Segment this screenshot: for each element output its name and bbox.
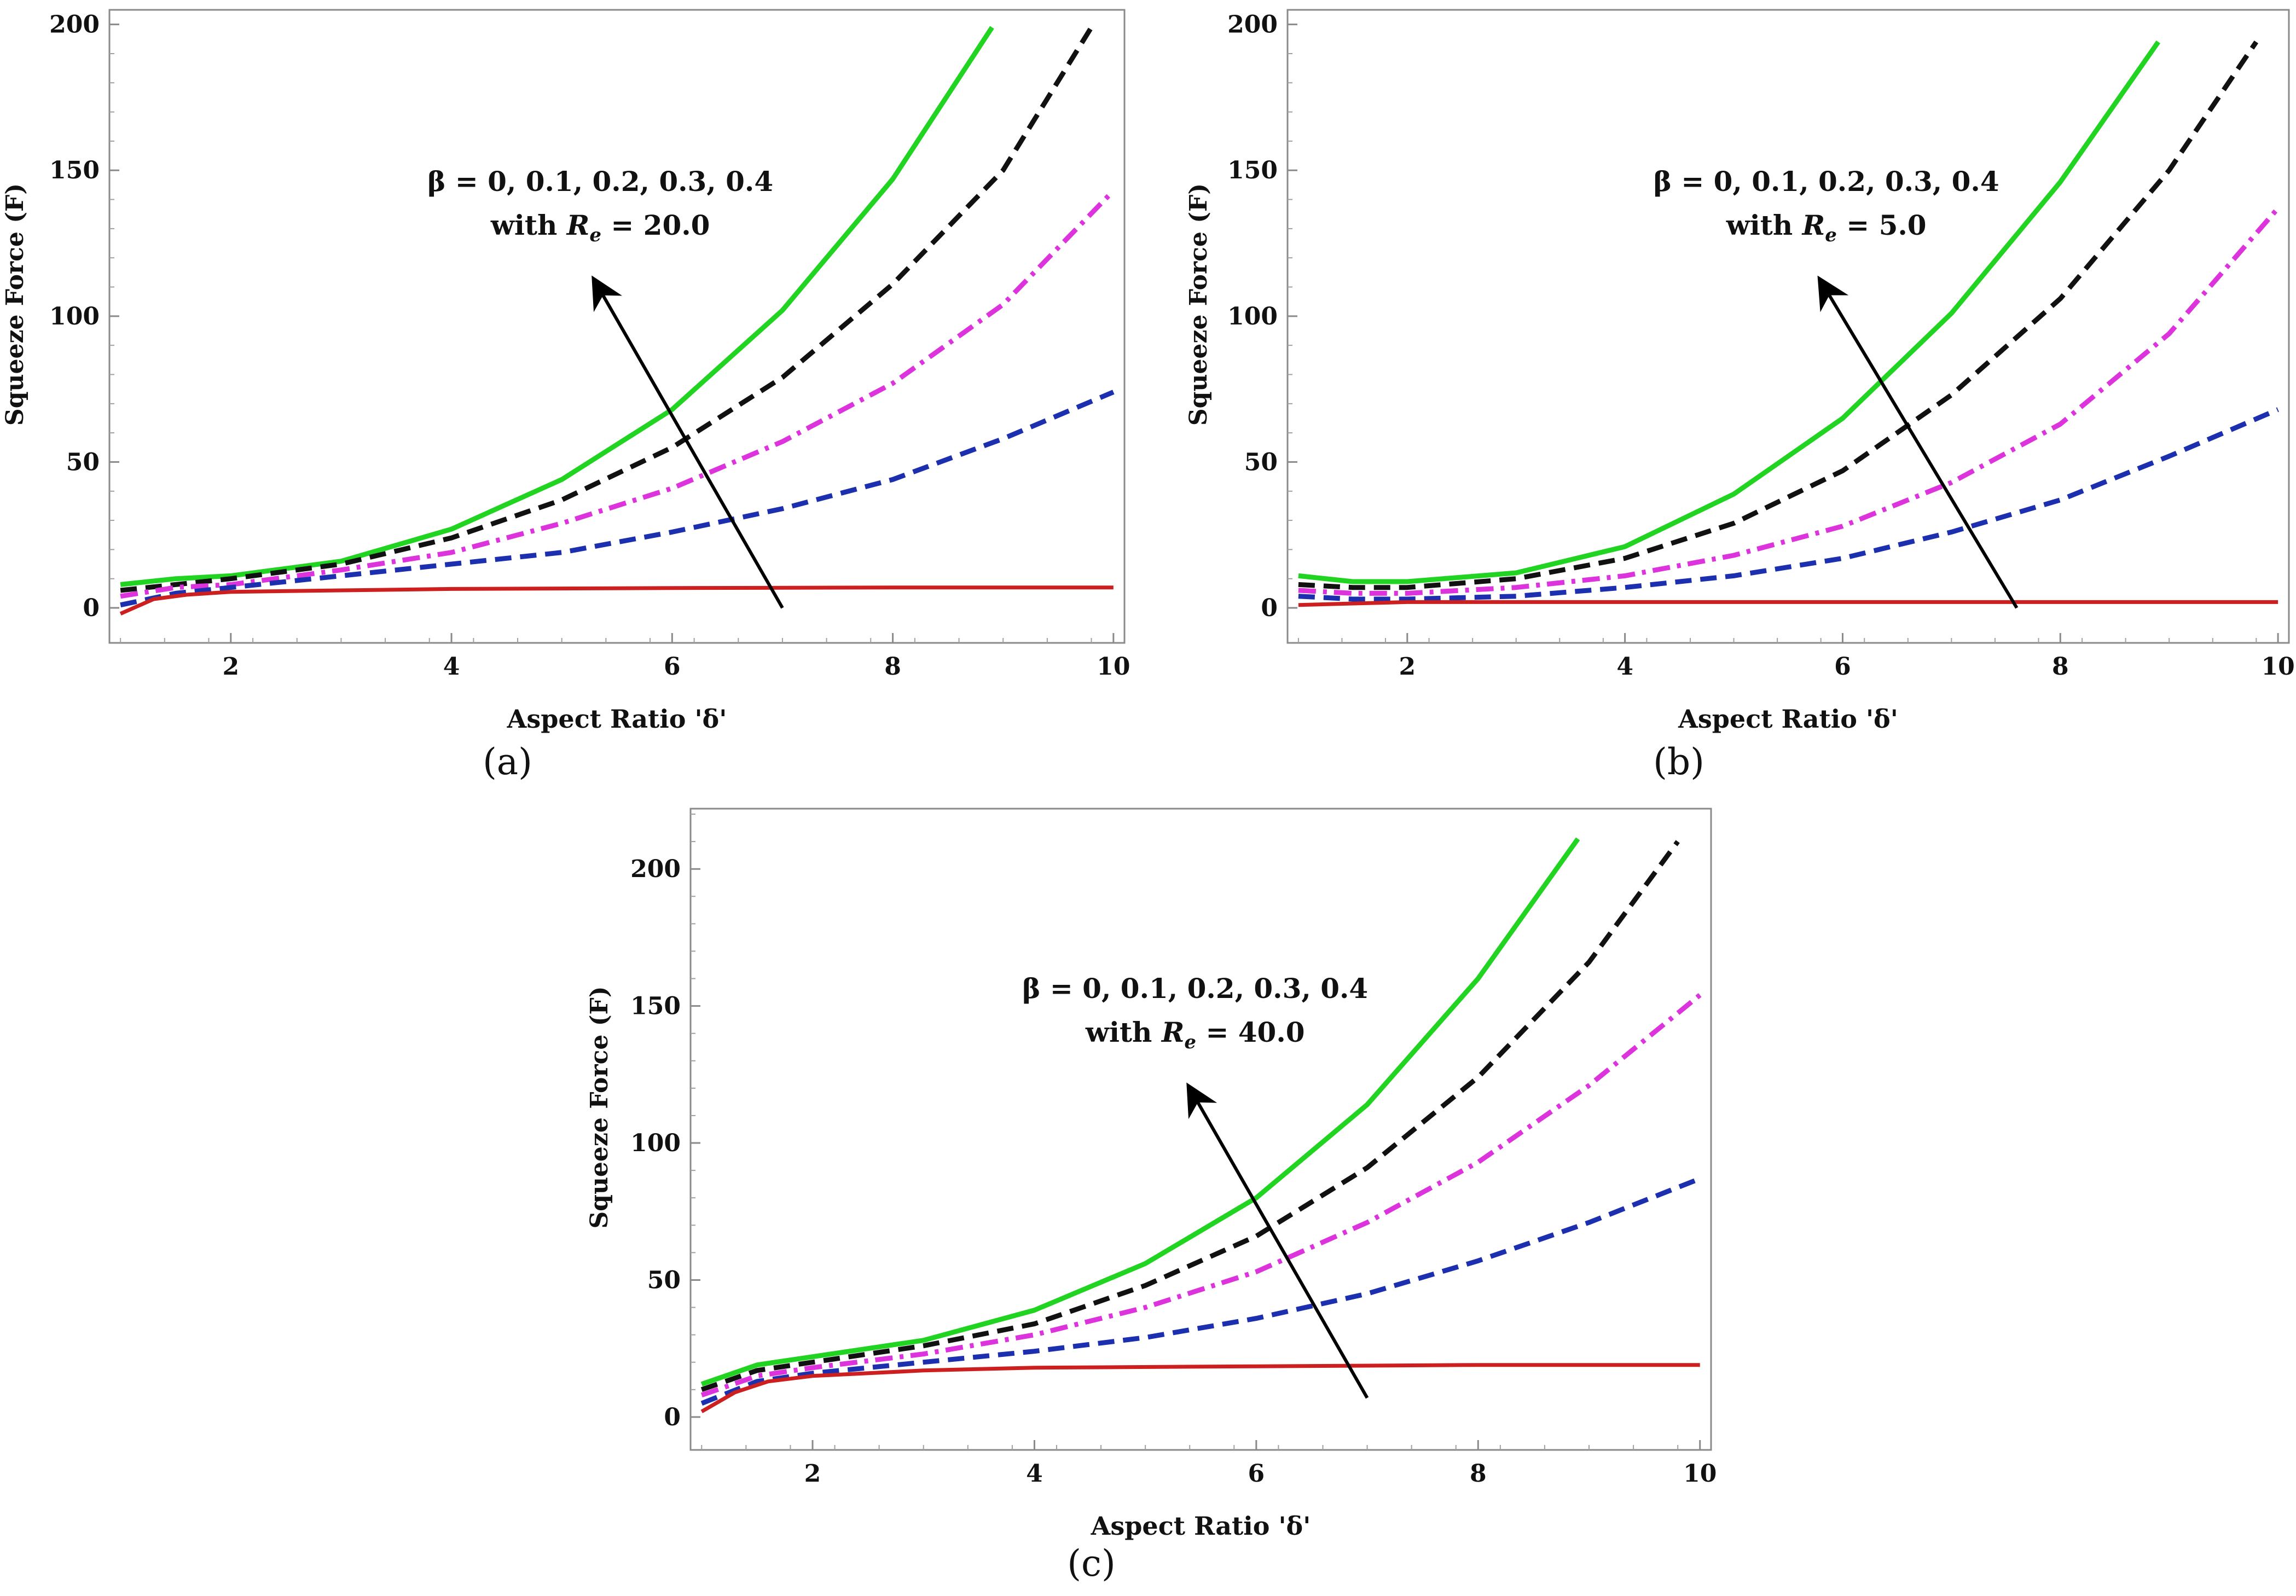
plot-frame <box>108 9 1126 644</box>
y-tick-label: 200 <box>1227 11 1278 39</box>
series-line-4 <box>1298 600 2278 607</box>
y-axis-label: Squeeze Force (F) <box>1185 183 1213 426</box>
series-line-4 <box>119 585 1114 616</box>
y-tick-label: 0 <box>1261 594 1278 622</box>
x-axis-label: Aspect Ratio 'δ' <box>1091 1511 1311 1541</box>
series-line-0 <box>700 837 1580 1387</box>
panel-label: (b) <box>1653 741 1704 783</box>
x-tick-label: 8 <box>1470 1460 1487 1488</box>
series-line-3 <box>1298 407 2279 602</box>
x-tick-label: 4 <box>443 653 460 681</box>
y-tick-label: 150 <box>630 993 681 1020</box>
beta-annotation: β = 0, 0.1, 0.2, 0.3, 0.4 <box>1654 165 1999 198</box>
panel-label: (c) <box>1067 1542 1115 1585</box>
plot-frame <box>689 808 1712 1451</box>
x-tick-label: 10 <box>1683 1460 1717 1488</box>
x-tick-label: 2 <box>1399 653 1416 681</box>
re-annotation: with Re = 5.0 <box>1726 209 1927 246</box>
x-tick-label: 10 <box>1097 653 1130 681</box>
x-axis-label: Aspect Ratio 'δ' <box>507 704 727 734</box>
y-tick-label: 0 <box>664 1403 681 1431</box>
x-tick-label: 2 <box>222 653 239 681</box>
y-tick-label: 100 <box>1227 303 1278 330</box>
plot-frame <box>1286 9 2290 644</box>
x-axis-label: Aspect Ratio 'δ' <box>1678 704 1898 734</box>
series-line-2 <box>700 993 1702 1398</box>
trend-arrow <box>1817 275 2019 609</box>
y-tick-label: 200 <box>630 855 681 883</box>
x-tick-label: 8 <box>884 653 901 681</box>
series-line-1 <box>1298 40 2259 590</box>
y-tick-label: 100 <box>49 303 100 330</box>
x-tick-label: 8 <box>2052 653 2069 681</box>
y-tick-label: 150 <box>1227 156 1278 184</box>
y-axis-label: Squeeze Force (F) <box>1 183 29 426</box>
beta-annotation: β = 0, 0.1, 0.2, 0.3, 0.4 <box>427 165 773 198</box>
panel-label: (a) <box>483 741 532 783</box>
x-tick-label: 4 <box>1026 1460 1043 1488</box>
x-tick-label: 6 <box>1834 653 1851 681</box>
y-tick-label: 200 <box>49 11 100 39</box>
x-tick-label: 6 <box>664 653 681 681</box>
re-annotation: with Re = 20.0 <box>490 209 710 246</box>
trend-arrow <box>592 275 784 609</box>
series-line-3 <box>700 1176 1701 1406</box>
series-line-1 <box>700 840 1680 1392</box>
y-tick-label: 50 <box>66 448 100 476</box>
re-annotation: with Re = 40.0 <box>1085 1016 1305 1053</box>
series-line-4 <box>700 1363 1700 1413</box>
y-tick-label: 150 <box>49 156 100 184</box>
y-tick-label: 0 <box>83 594 100 622</box>
series-line-0 <box>120 26 994 587</box>
x-tick-label: 2 <box>804 1460 821 1488</box>
y-tick-label: 50 <box>647 1266 681 1294</box>
beta-annotation: β = 0, 0.1, 0.2, 0.3, 0.4 <box>1022 972 1368 1005</box>
series-line-0 <box>1298 40 2160 584</box>
x-tick-label: 4 <box>1616 653 1633 681</box>
series-line-2 <box>1298 206 2280 596</box>
x-tick-label: 10 <box>2261 653 2294 681</box>
trend-arrow <box>1186 1082 1369 1399</box>
series-line-2 <box>120 189 1116 599</box>
x-tick-label: 6 <box>1248 1460 1265 1488</box>
series-line-1 <box>120 26 1094 593</box>
y-tick-label: 100 <box>630 1129 681 1157</box>
y-axis-label: Squeeze Force (F) <box>585 986 613 1228</box>
y-tick-label: 50 <box>1244 448 1278 476</box>
